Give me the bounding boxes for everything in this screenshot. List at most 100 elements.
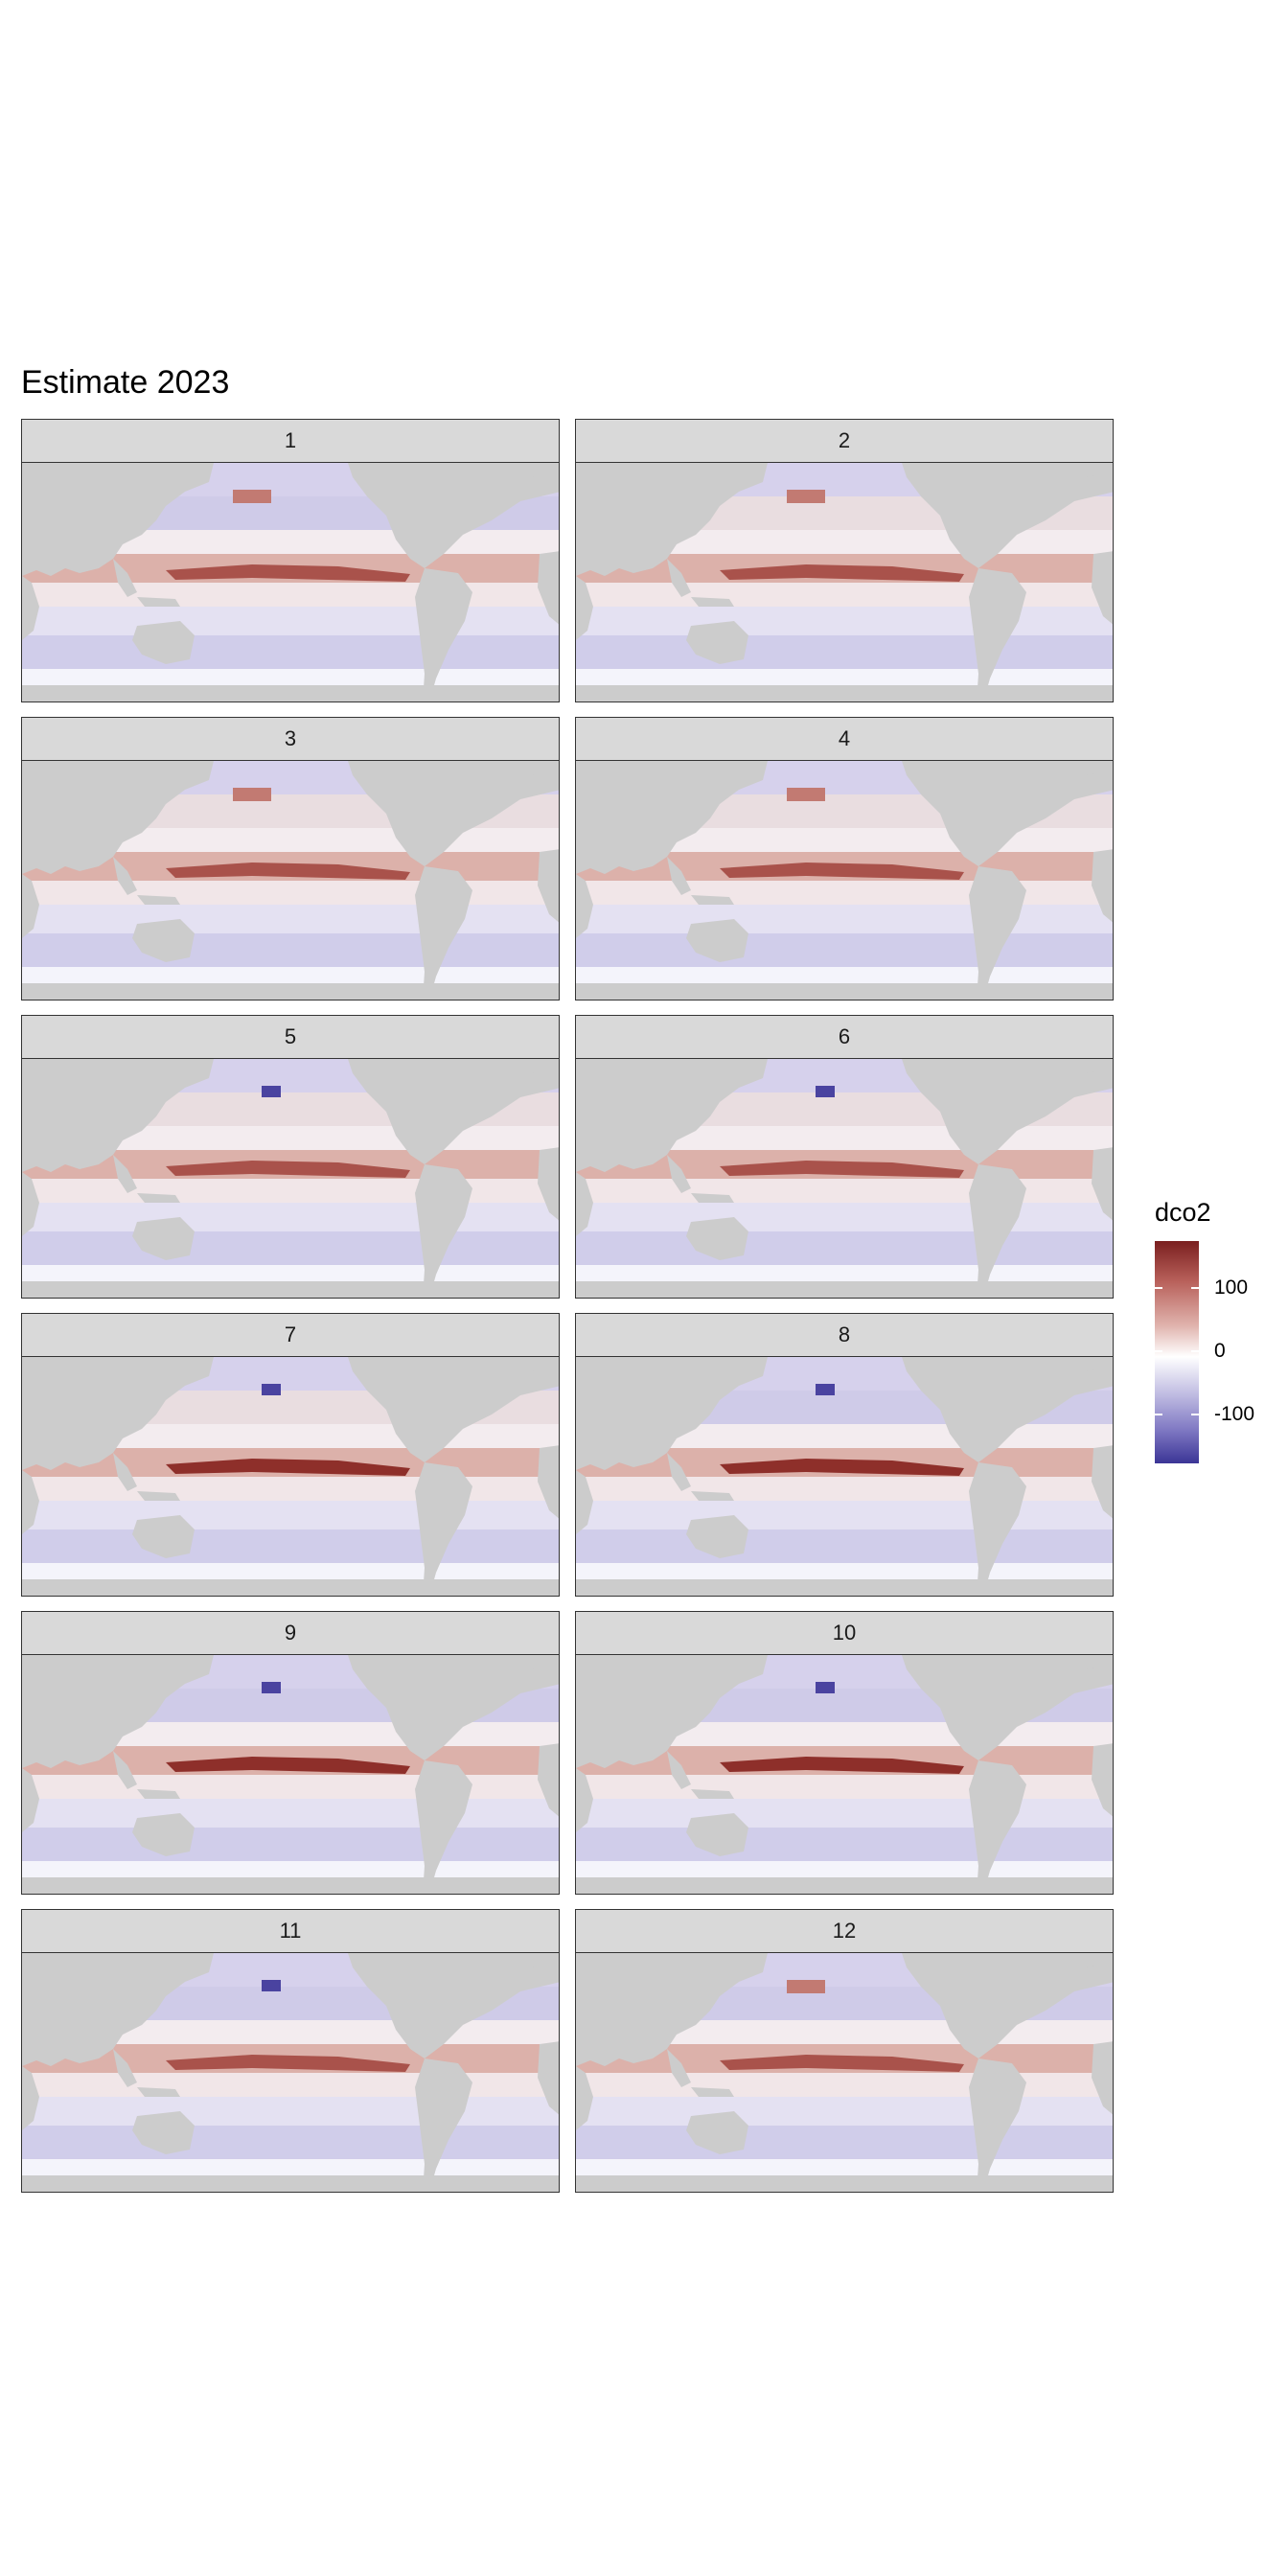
heatmap-band: [576, 2159, 1113, 2175]
land-mass: [348, 463, 559, 568]
heatmap-band: [576, 933, 1113, 967]
land-mass: [576, 2175, 1113, 2192]
heatmap-band: [22, 583, 559, 607]
heatmap-band: [576, 1203, 1113, 1231]
land-mass: [132, 621, 195, 664]
heatmap-cell-north-pacific: [233, 788, 271, 801]
land-mass: [132, 2111, 195, 2154]
heatmap-map: [575, 1953, 1114, 2193]
land-mass: [22, 874, 39, 938]
heatmap-band: [22, 2097, 559, 2126]
heatmap-cell-north-pacific: [262, 1384, 281, 1395]
land-mass: [538, 1445, 559, 1519]
land-mass: [576, 685, 1113, 702]
land-mass: [576, 1470, 593, 1534]
land-mass: [538, 1743, 559, 1817]
heatmap-band: [22, 2126, 559, 2159]
land-mass: [691, 1193, 734, 1203]
land-mass: [113, 1453, 137, 1491]
heatmap-band: [22, 1203, 559, 1231]
heatmap-map: [575, 1059, 1114, 1299]
heatmap-band: [576, 583, 1113, 607]
land-mass: [501, 1357, 559, 1371]
land-mass: [415, 2058, 472, 2192]
land-mass: [137, 2087, 180, 2097]
heatmap-band: [576, 1501, 1113, 1530]
heatmap-cell-north-pacific: [787, 1980, 825, 1993]
facet-strip-label: 12: [575, 1909, 1114, 1953]
land-mass: [576, 1059, 768, 1172]
land-mass: [137, 895, 180, 905]
facet-strip-label: 2: [575, 419, 1114, 463]
heatmap-cell-north-pacific: [816, 1682, 835, 1693]
heatmap-map: [21, 1953, 560, 2193]
land-mass: [22, 2066, 39, 2130]
heatmap-map: [575, 1357, 1114, 1597]
heatmap-band: [576, 1828, 1113, 1861]
facet-panel: 4: [575, 717, 1114, 1000]
land-mass: [686, 919, 748, 962]
land-mass: [137, 597, 180, 607]
legend-tick-mark: [1191, 1287, 1199, 1289]
land-mass: [576, 1655, 768, 1768]
heatmap-cell-equatorial-tongue: [166, 564, 410, 582]
land-mass: [22, 1877, 559, 1894]
land-mass: [576, 1281, 1113, 1298]
land-mass: [902, 1357, 1113, 1462]
heatmap-band: [576, 1179, 1113, 1203]
facet-panel: 2: [575, 419, 1114, 702]
heatmap-band: [576, 607, 1113, 635]
facet-strip-label: 7: [21, 1313, 560, 1357]
land-mass: [348, 1953, 559, 2058]
heatmap-cell-equatorial-tongue: [166, 1161, 410, 1178]
land-mass: [22, 1281, 559, 1298]
land-mass: [501, 463, 559, 477]
heatmap-band: [576, 635, 1113, 669]
land-mass: [969, 1760, 1026, 1894]
heatmap-band: [576, 1265, 1113, 1281]
heatmap-band: [22, 1799, 559, 1828]
heatmap-cell-north-pacific: [262, 1086, 281, 1097]
heatmap-cell-north-pacific: [816, 1086, 835, 1097]
land-mass: [22, 463, 214, 576]
land-mass: [686, 1515, 748, 1558]
land-mass: [691, 2087, 734, 2097]
land-mass: [22, 983, 559, 1000]
land-mass: [686, 621, 748, 664]
land-mass: [691, 1491, 734, 1501]
land-mass: [576, 1953, 768, 2066]
land-mass: [538, 1147, 559, 1221]
land-mass: [686, 1217, 748, 1260]
land-mass: [113, 857, 137, 895]
facet-panel: 8: [575, 1313, 1114, 1597]
heatmap-band: [22, 1861, 559, 1877]
heatmap-map: [575, 463, 1114, 702]
facet-panel: 1: [21, 419, 560, 702]
facet-panel: 12: [575, 1909, 1114, 2193]
heatmap-band: [22, 669, 559, 685]
land-mass: [137, 1491, 180, 1501]
land-mass: [113, 2049, 137, 2087]
facet-panel: 11: [21, 1909, 560, 2193]
facet-strip-label: 6: [575, 1015, 1114, 1059]
land-mass: [415, 866, 472, 1000]
legend-label-0: 0: [1214, 1340, 1226, 1362]
heatmap-map: [21, 1357, 560, 1597]
heatmap-cell-north-pacific: [787, 788, 825, 801]
heatmap-map: [21, 463, 560, 702]
facet-panel: 10: [575, 1611, 1114, 1895]
heatmap-band: [22, 1775, 559, 1799]
land-mass: [137, 1193, 180, 1203]
land-mass: [576, 1172, 593, 1236]
land-mass: [501, 1655, 559, 1669]
heatmap-map: [575, 761, 1114, 1000]
land-mass: [667, 1751, 691, 1789]
land-mass: [538, 849, 559, 923]
heatmap-band: [22, 635, 559, 669]
land-mass: [667, 1155, 691, 1193]
legend-label-100: 100: [1214, 1276, 1249, 1299]
heatmap-cell-equatorial-tongue: [720, 862, 964, 880]
land-mass: [348, 761, 559, 866]
heatmap-cell-equatorial-tongue: [720, 1161, 964, 1178]
land-mass: [1055, 463, 1113, 477]
